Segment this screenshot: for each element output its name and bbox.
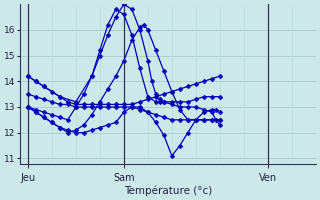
X-axis label: Température (°c): Température (°c): [124, 185, 212, 196]
